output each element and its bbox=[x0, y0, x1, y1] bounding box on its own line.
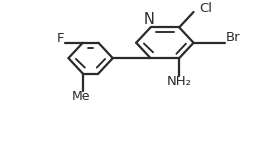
Text: NH₂: NH₂ bbox=[167, 75, 192, 88]
Text: Me: Me bbox=[72, 90, 91, 103]
Text: F: F bbox=[56, 32, 64, 45]
Text: Cl: Cl bbox=[199, 2, 212, 15]
Text: Br: Br bbox=[226, 31, 241, 44]
Text: N: N bbox=[144, 12, 155, 27]
